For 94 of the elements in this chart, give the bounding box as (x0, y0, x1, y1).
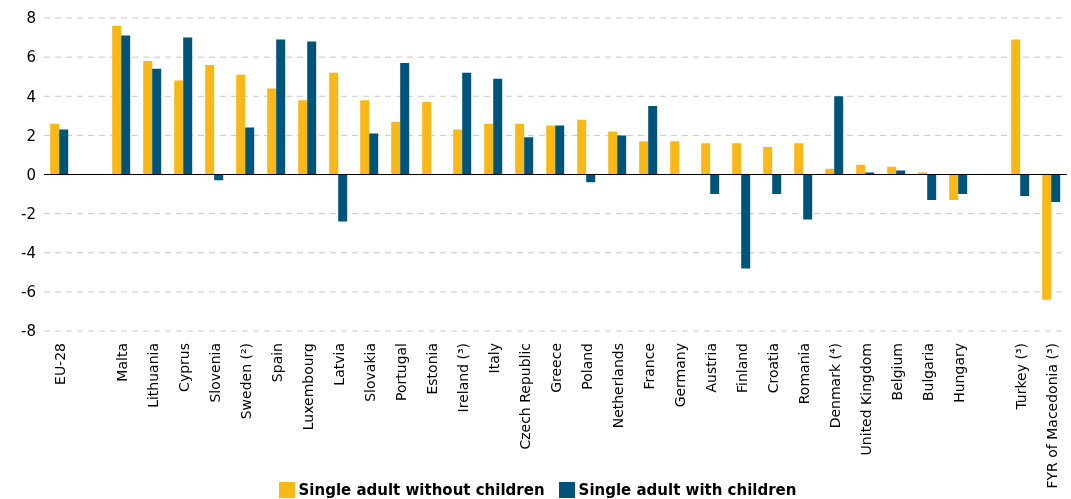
bar (59, 129, 69, 175)
bar (648, 106, 658, 175)
bar (276, 39, 286, 175)
bar (546, 125, 556, 175)
bar (360, 100, 370, 175)
bar (205, 64, 215, 175)
x-tick-label: Croatia (764, 343, 781, 394)
y-tick-label: -2 (21, 204, 36, 223)
x-tick-label: Denmark (⁴) (826, 343, 843, 429)
x-tick-label: FYR of Macedonia (³) (1043, 343, 1060, 489)
bar (143, 61, 153, 175)
bar (338, 174, 348, 222)
bar (307, 41, 317, 175)
x-tick-label: Turkey (³) (1012, 343, 1029, 411)
bar (236, 74, 246, 175)
bar (1020, 174, 1030, 197)
bar (958, 174, 968, 195)
y-tick-label: -4 (21, 244, 36, 263)
bar (949, 174, 959, 200)
bar (400, 62, 410, 175)
bar (741, 174, 751, 269)
y-tick-label: -6 (21, 283, 36, 302)
x-tick-label: Czech Republic (516, 343, 533, 450)
bar (927, 174, 937, 200)
bar (732, 143, 742, 175)
bar (174, 80, 184, 175)
bar (515, 123, 525, 175)
x-tick-label: Hungary (950, 343, 967, 403)
x-tick-label: France (640, 343, 657, 390)
y-tick-label: 8 (26, 9, 36, 28)
x-tick-label: Netherlands (609, 343, 626, 429)
bar (484, 123, 494, 175)
x-tick-label: Portugal (392, 343, 409, 401)
bar (369, 133, 379, 175)
x-tick-label: Finland (733, 343, 750, 394)
x-tick-label: United Kingdom (857, 343, 874, 456)
x-tick-label: Poland (578, 343, 595, 390)
bar (50, 123, 60, 175)
x-tick-label: Slovakia (361, 343, 378, 402)
bar (710, 174, 720, 195)
x-tick-label: Slovenia (206, 343, 223, 403)
x-tick-label: Romania (795, 343, 812, 405)
bar (245, 127, 255, 175)
bar (422, 102, 432, 175)
y-tick-label: 6 (26, 48, 36, 67)
y-tick-label: 0 (26, 165, 36, 184)
bar (298, 100, 308, 175)
bar (112, 25, 122, 175)
x-tick-label: Germany (671, 343, 688, 408)
legend-label: Single adult without children (298, 481, 545, 499)
x-tick-label: Spain (268, 343, 285, 383)
bar (577, 119, 587, 175)
x-tick-label: Sweden (²) (237, 343, 254, 420)
y-tick-label: 2 (26, 126, 36, 145)
bar (639, 141, 649, 175)
y-tick-label: -8 (21, 322, 36, 341)
bar (1042, 174, 1052, 300)
x-tick-label: Lithuania (144, 343, 161, 408)
bar (1051, 174, 1061, 202)
x-tick-label: Latvia (330, 343, 347, 386)
bar (391, 121, 401, 175)
x-tick-label: Greece (547, 343, 564, 393)
bar (834, 96, 844, 175)
bar (462, 72, 472, 175)
x-tick-label: Luxembourg (299, 343, 316, 431)
bar (803, 174, 813, 220)
bar (555, 125, 565, 175)
x-tick-label: EU-28 (51, 343, 68, 385)
bar (493, 78, 503, 175)
x-tick-label: Belgium (888, 343, 905, 401)
bar (772, 174, 782, 195)
bar (121, 35, 131, 175)
legend-label: Single adult with children (578, 481, 797, 499)
bar (267, 88, 277, 175)
x-tick-label: Bulgaria (919, 343, 936, 402)
y-tick-label: 4 (26, 87, 36, 106)
bar (617, 135, 627, 175)
x-tick-label: Austria (702, 343, 719, 393)
x-tick-label: Ireland (³) (454, 343, 471, 413)
bar (329, 72, 339, 175)
bar (670, 141, 680, 175)
bar (763, 147, 773, 175)
bar (183, 37, 193, 175)
bar (1011, 39, 1021, 175)
x-tick-label: Malta (113, 343, 130, 382)
bar (453, 129, 463, 175)
bar (524, 137, 534, 175)
x-tick-label: Estonia (423, 343, 440, 395)
x-tick-label: Italy (485, 343, 502, 374)
x-tick-label: Cyprus (175, 343, 192, 392)
bar (152, 68, 162, 175)
bar (608, 131, 618, 175)
bar (701, 143, 711, 175)
bar (794, 143, 804, 175)
